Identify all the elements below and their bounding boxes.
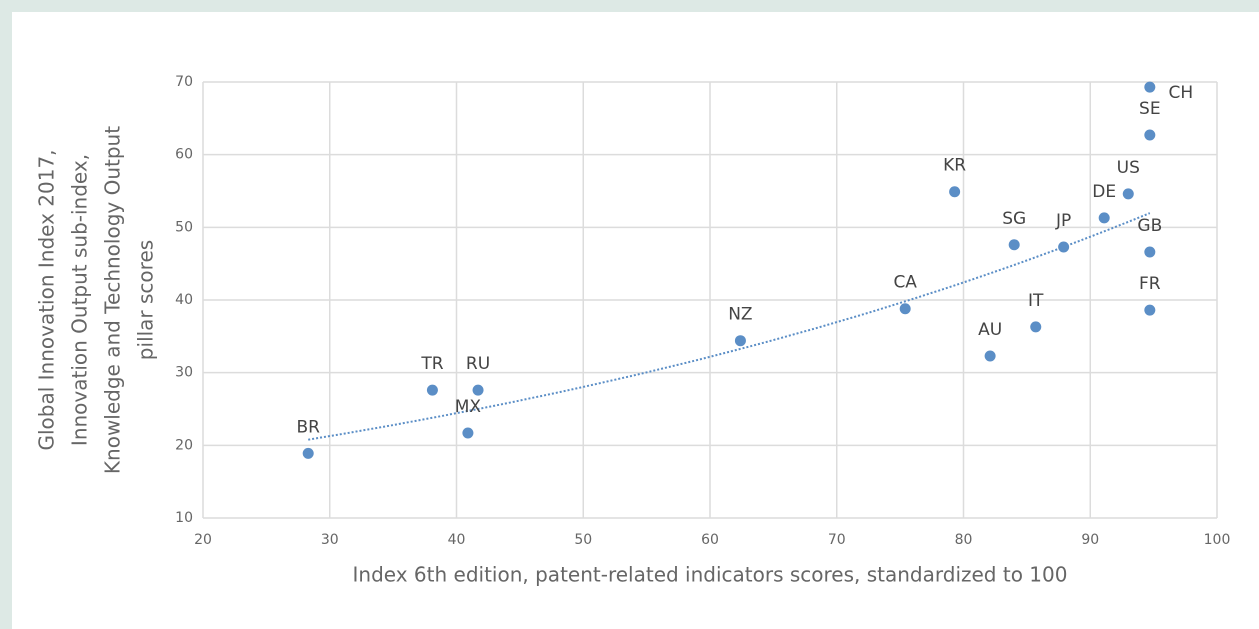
x-tick-label: 90 — [1081, 532, 1099, 548]
point — [302, 447, 314, 459]
point — [462, 427, 474, 439]
point-label: SG — [1002, 209, 1026, 229]
point-label: TR — [420, 354, 443, 374]
point — [984, 350, 996, 362]
y-axis-label: Knowledge and Technology Output — [101, 126, 125, 474]
point — [1144, 129, 1156, 141]
x-tick-label: 50 — [574, 532, 592, 548]
x-tick-label: 30 — [321, 532, 339, 548]
panel — [12, 12, 1259, 629]
point-label: BR — [296, 417, 320, 437]
point-label: DE — [1092, 182, 1116, 202]
y-axis-label: Global Innovation Index 2017, — [35, 149, 59, 450]
x-tick-label: 100 — [1204, 532, 1231, 548]
point-label: SE — [1139, 99, 1161, 119]
point — [1058, 241, 1070, 253]
y-tick-label: 50 — [175, 219, 193, 235]
point — [472, 384, 484, 396]
point — [426, 384, 438, 396]
point-label: RU — [466, 354, 490, 374]
point — [1030, 321, 1042, 333]
point — [1144, 246, 1156, 258]
point-label: KR — [943, 156, 966, 176]
y-tick-label: 30 — [175, 365, 193, 381]
x-axis-label: Index 6th edition, patent-related indica… — [353, 563, 1068, 587]
point-label: JP — [1055, 211, 1071, 231]
y-tick-label: 20 — [175, 437, 193, 453]
point-label: FR — [1139, 274, 1161, 294]
point — [1122, 188, 1134, 200]
y-tick-label: 10 — [175, 510, 193, 526]
point-label: CA — [893, 273, 917, 293]
point — [734, 335, 746, 347]
point-label: CH — [1168, 83, 1193, 103]
y-axis-label: pillar scores — [134, 240, 158, 360]
point — [1144, 304, 1156, 316]
y-tick-label: 60 — [175, 147, 193, 163]
x-tick-label: 60 — [701, 532, 719, 548]
y-tick-label: 40 — [175, 292, 193, 308]
point — [1008, 239, 1020, 251]
point-label: NZ — [728, 305, 752, 325]
x-tick-label: 20 — [194, 532, 212, 548]
x-tick-label: 70 — [828, 532, 846, 548]
x-tick-label: 40 — [448, 532, 466, 548]
point — [949, 186, 961, 198]
point-label: US — [1117, 158, 1140, 178]
x-tick-label: 80 — [955, 532, 973, 548]
point — [1144, 81, 1156, 93]
y-tick-label: 70 — [175, 74, 193, 90]
y-axis-label: Innovation Output sub-index, — [68, 154, 92, 446]
point-label: GB — [1137, 216, 1162, 236]
point — [899, 303, 911, 315]
point-label: AU — [978, 320, 1002, 340]
point-label: MX — [455, 397, 482, 417]
point-label: IT — [1028, 291, 1044, 311]
point — [1098, 212, 1110, 224]
